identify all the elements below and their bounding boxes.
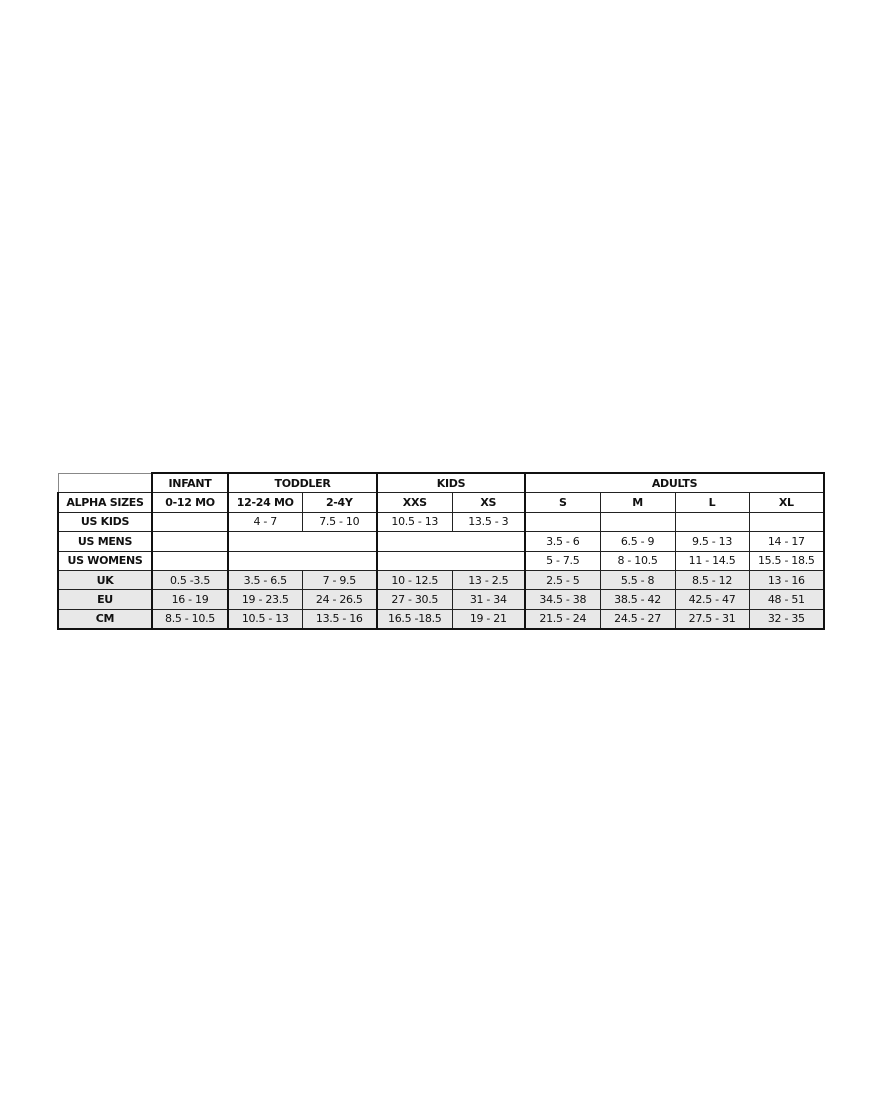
cell: 34.5 - 38 [524,589,601,610]
cell: 27.5 - 31 [674,608,750,631]
cell: 7 - 9.5 [301,569,379,591]
cell: 9.5 - 13 [674,531,750,552]
cell: 38.5 - 42 [599,589,676,610]
size-chart-table: INFANT TODDLER KIDS ADULTS ALPHA SIZES 0-… [57,472,826,631]
row-label: CM [57,608,153,631]
group-header-row: INFANT TODDLER KIDS ADULTS [57,472,826,494]
group-toddler: TODDLER [226,472,379,494]
uk-row: UK 0.5 -3.5 3.5 - 6.5 7 - 9.5 10 - 12.5 13 - … [57,569,826,591]
alpha-size-cell: XXS [376,492,453,513]
cell: 3.5 - 6.5 [227,569,303,591]
cell: 32 - 35 [748,608,826,631]
row-label: US MENS [57,531,153,552]
row-label: US KIDS [57,511,153,533]
cell: 19 - 23.5 [227,589,303,610]
group-adults: ADULTS [524,472,826,494]
cell [151,511,229,533]
row-label: ALPHA SIZES [57,492,153,513]
alpha-size-cell: 2-4Y [301,492,379,513]
eu-row: EU 16 - 19 19 - 23.5 24 - 26.5 27 - 30.5 31 -… [57,589,826,610]
cell: 8 - 10.5 [599,550,676,571]
us-kids-row: US KIDS 4 - 7 7.5 - 10 10.5 - 13 13.5 - 3 [57,511,826,533]
cell: 4 - 7 [227,511,303,533]
cell: 10 - 12.5 [376,569,453,591]
cell: 0.5 -3.5 [151,569,229,591]
cell [226,550,379,571]
row-label: US WOMENS [57,550,153,571]
alpha-size-cell: 12-24 MO [227,492,303,513]
cell [151,531,229,552]
cell: 13.5 - 16 [301,608,379,631]
cell: 8.5 - 10.5 [151,608,229,631]
cell: 13.5 - 3 [451,511,527,533]
corner-cell [57,472,153,494]
us-mens-row: US MENS 3.5 - 6 6.5 - 9 9.5 - 13 14 - 17 [57,531,826,552]
cell [226,531,379,552]
cell: 7.5 - 10 [301,511,379,533]
row-label: EU [57,589,153,610]
cell: 19 - 21 [451,608,527,631]
group-kids: KIDS [376,472,527,494]
group-infant: INFANT [151,472,229,494]
cell: 14 - 17 [748,531,826,552]
cell: 27 - 30.5 [376,589,453,610]
cell: 11 - 14.5 [674,550,750,571]
cell: 5.5 - 8 [599,569,676,591]
cell: 2.5 - 5 [524,569,601,591]
cell: 8.5 - 12 [674,569,750,591]
cell [674,511,750,533]
row-label: UK [57,569,153,591]
cell [748,511,826,533]
alpha-size-cell: XL [748,492,826,513]
alpha-size-cell: M [599,492,676,513]
cell [151,550,229,571]
cell: 13 - 16 [748,569,826,591]
alpha-sizes-row: ALPHA SIZES 0-12 MO 12-24 MO 2-4Y XXS XS S M L XL [57,492,826,513]
cell [599,511,676,533]
cell [376,550,527,571]
cell: 3.5 - 6 [524,531,601,552]
cell [524,511,601,533]
cell: 16 - 19 [151,589,229,610]
cell: 13 - 2.5 [451,569,527,591]
alpha-size-cell: 0-12 MO [151,492,229,513]
cell [376,531,527,552]
cell: 10.5 - 13 [376,511,453,533]
alpha-size-cell: XS [451,492,527,513]
cell: 48 - 51 [748,589,826,610]
cell: 31 - 34 [451,589,527,610]
alpha-size-cell: L [674,492,750,513]
cm-row: CM 8.5 - 10.5 10.5 - 13 13.5 - 16 16.5 -18.5… [57,608,826,631]
cell: 24.5 - 27 [599,608,676,631]
cell: 5 - 7.5 [524,550,601,571]
cell: 16.5 -18.5 [376,608,453,631]
cell: 42.5 - 47 [674,589,750,610]
alpha-size-cell: S [524,492,601,513]
cell: 10.5 - 13 [227,608,303,631]
cell: 24 - 26.5 [301,589,379,610]
cell: 6.5 - 9 [599,531,676,552]
cell: 15.5 - 18.5 [748,550,826,571]
us-womens-row: US WOMENS 5 - 7.5 8 - 10.5 11 - 14.5 15.… [57,550,826,571]
cell: 21.5 - 24 [524,608,601,631]
